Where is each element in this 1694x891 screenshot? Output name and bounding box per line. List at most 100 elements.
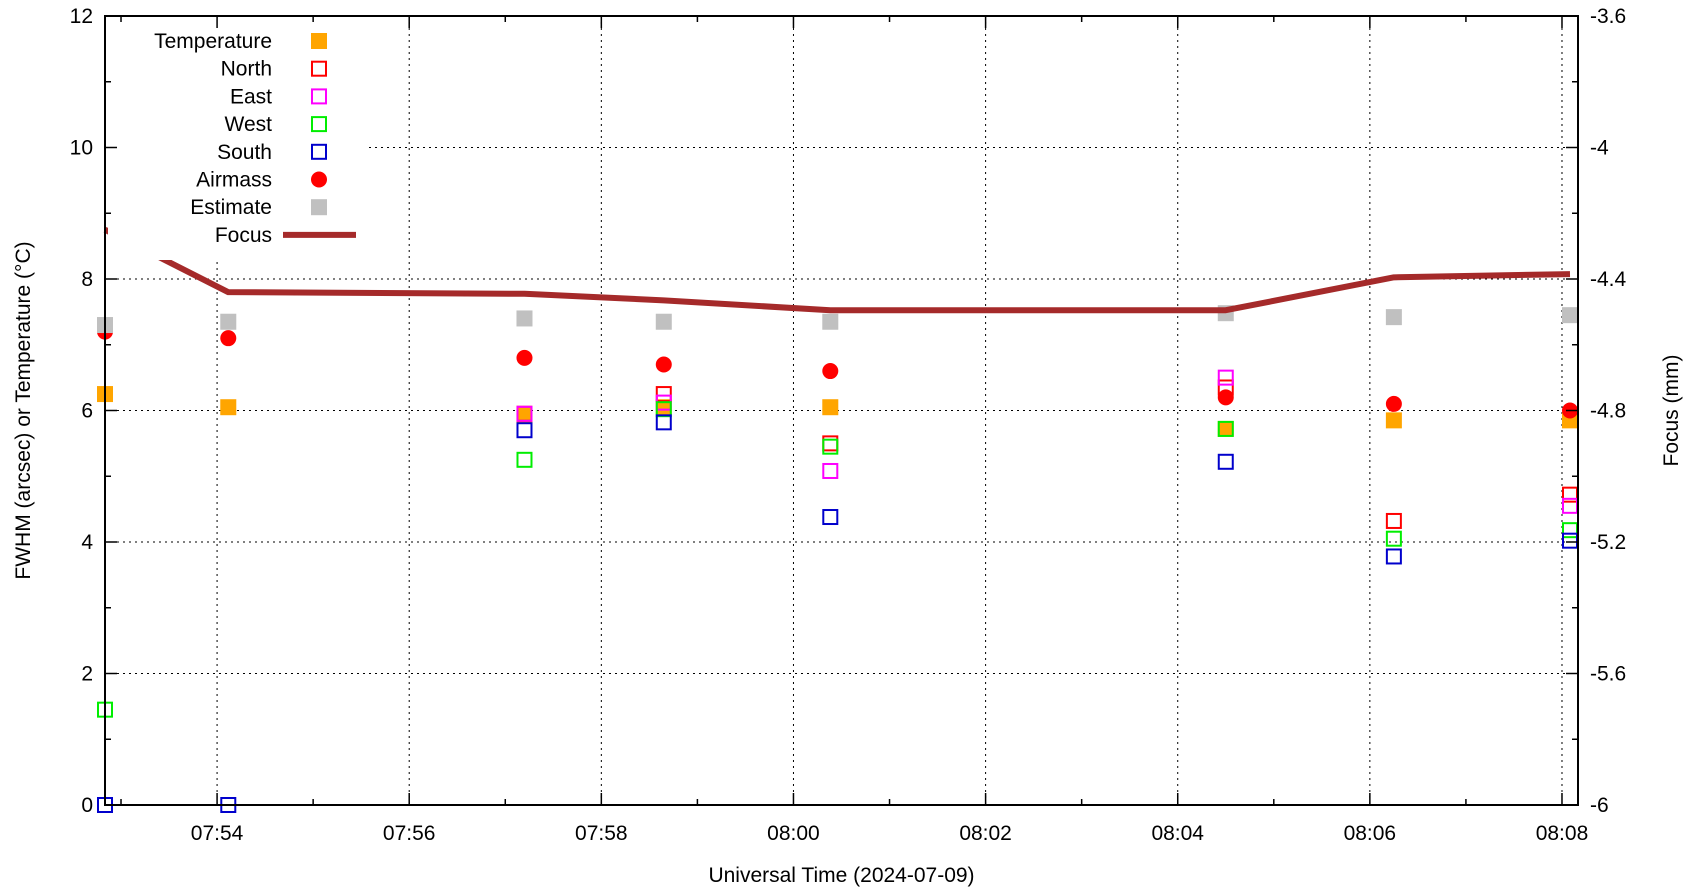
point: [1385, 548, 1402, 565]
point: [1217, 453, 1234, 470]
point: [1561, 532, 1578, 549]
y-axis-title: FWHM (arcsec) or Temperature (°C): [12, 241, 35, 579]
point: [220, 313, 237, 330]
x-tick-label: 08:00: [767, 822, 820, 845]
point: [220, 330, 237, 347]
legend-item-airmass: Airmass: [196, 169, 327, 192]
point: [655, 414, 672, 431]
y-tick-label: 0: [81, 794, 93, 817]
point: [1385, 530, 1402, 547]
point: [1385, 412, 1402, 429]
legend-swatch: [311, 171, 327, 188]
legend-swatch: [311, 88, 327, 105]
legend-item-south: South: [217, 141, 327, 164]
point: [1561, 307, 1578, 324]
point: [1561, 522, 1578, 539]
y-tick-label: 12: [70, 5, 93, 28]
legend-label: West: [225, 113, 273, 136]
y2-tick-label: -5.6: [1590, 663, 1626, 686]
point: [822, 438, 839, 455]
y2-tick-label: -4: [1590, 137, 1609, 160]
point: [516, 405, 533, 422]
series-temperature: [97, 386, 1578, 437]
y2-tick-label: -5.2: [1590, 531, 1626, 554]
legend-item-estimate: Estimate: [190, 196, 327, 219]
x-tick-label: 08:02: [959, 822, 1012, 845]
y-tick-label: 4: [81, 531, 93, 554]
series-west: [97, 401, 1578, 718]
point: [1385, 309, 1402, 326]
series-layer: [97, 227, 1578, 813]
point: [655, 313, 672, 330]
axis-ticks: [105, 15, 1578, 806]
point: [655, 356, 672, 373]
series-estimate: [97, 305, 1578, 334]
y2-tick-label: -6: [1590, 794, 1609, 817]
series-east: [516, 369, 1578, 514]
point: [1217, 420, 1234, 437]
legend-swatch: [311, 60, 327, 77]
legend-item-west: West: [225, 113, 327, 136]
x-tick-label: 08:08: [1536, 822, 1589, 845]
point: [822, 435, 839, 452]
x-tick-label: 07:58: [575, 822, 628, 845]
legend-label: Airmass: [196, 169, 272, 192]
legend-item-north: North: [221, 58, 327, 81]
point: [822, 399, 839, 416]
y2-tick-label: -4.4: [1590, 268, 1627, 291]
legend-label: Temperature: [154, 30, 272, 53]
point: [516, 422, 533, 439]
legend-box: [108, 20, 366, 260]
point: [220, 399, 237, 416]
y2-axis-title: Focus (mm): [1660, 355, 1683, 467]
point: [1217, 389, 1234, 406]
legend-swatch: [311, 116, 327, 133]
legend-background: [108, 20, 366, 260]
x-tick-label: 08:04: [1151, 822, 1204, 845]
series-focus: [103, 227, 1571, 314]
point: [516, 349, 533, 366]
legend-item-east: East: [230, 85, 327, 108]
point: [1561, 486, 1578, 503]
point: [516, 407, 533, 424]
x-tick-label: 08:06: [1344, 822, 1397, 845]
point: [655, 386, 672, 403]
legend-label: East: [230, 85, 272, 108]
series-line: [103, 227, 1571, 314]
point: [822, 462, 839, 479]
point: [822, 313, 839, 330]
y-tick-label: 6: [81, 400, 93, 423]
y-tick-label: 10: [70, 137, 93, 160]
point: [655, 399, 672, 416]
legend-label: Estimate: [190, 196, 272, 219]
point: [822, 509, 839, 526]
legend-item-temperature: Temperature: [154, 30, 327, 53]
legend-item-focus: Focus: [215, 224, 356, 247]
legend-label: South: [217, 141, 272, 164]
legend-swatch: [311, 33, 327, 49]
y2-tick-label: -3.6: [1590, 5, 1626, 28]
y2-tick-label: -4.8: [1590, 400, 1626, 423]
y-tick-label: 2: [81, 663, 93, 686]
axis-labels: 07:54 07:56 07:58 08:00 08:02 08:04 08:06 08:08…: [12, 5, 1683, 887]
y-tick-label: 8: [81, 268, 93, 291]
point: [1217, 420, 1234, 437]
point: [1385, 395, 1402, 412]
point: [1217, 369, 1234, 386]
point: [1385, 512, 1402, 529]
x-tick-label: 07:56: [383, 822, 436, 845]
legend: Temperature North East West South Airmass Esti…: [154, 30, 356, 247]
legend-swatch: [311, 143, 327, 160]
x-axis-title: Universal Time (2024-07-09): [708, 864, 974, 887]
legend-label: North: [221, 58, 272, 81]
point: [516, 310, 533, 327]
legend-swatch: [311, 199, 327, 216]
point: [822, 363, 839, 380]
point: [516, 451, 533, 468]
series-north: [516, 379, 1578, 529]
point: [1561, 497, 1578, 514]
legend-label: Focus: [215, 224, 272, 247]
x-tick-label: 07:54: [191, 822, 244, 845]
